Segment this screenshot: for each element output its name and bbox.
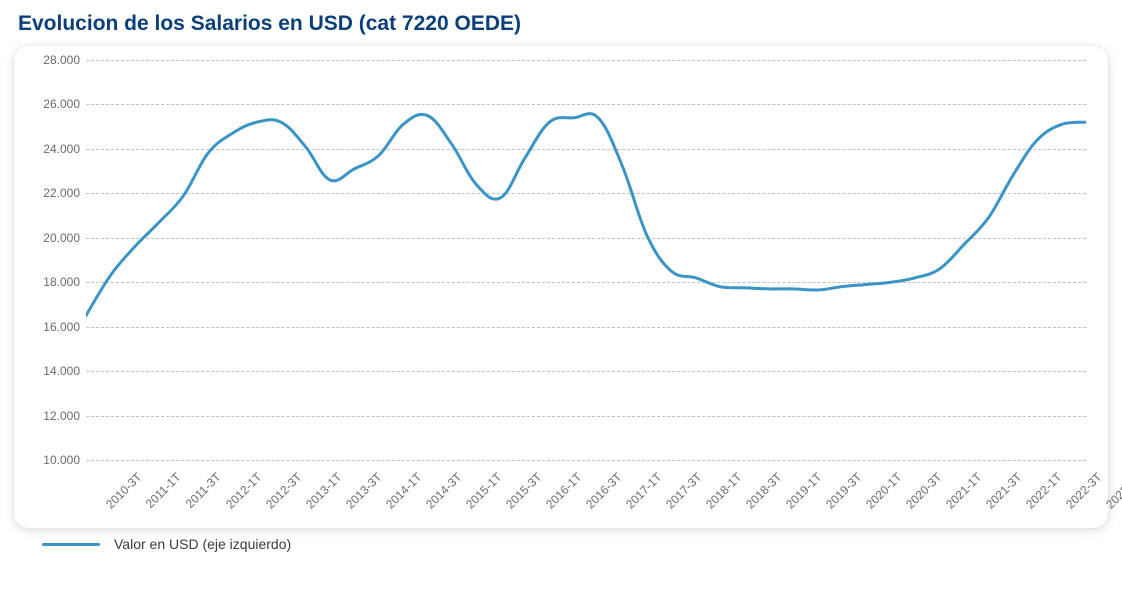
- chart-title: Evolucion de los Salarios en USD (cat 72…: [18, 12, 1108, 36]
- x-axis-label: 2017-1T: [623, 470, 665, 512]
- y-axis-label: 22.000: [30, 186, 80, 200]
- x-axis-label: 2017-3T: [663, 470, 705, 512]
- x-axis-label: 2012-3T: [263, 470, 305, 512]
- y-axis-label: 24.000: [30, 142, 80, 156]
- x-axis-label: 2014-1T: [383, 470, 425, 512]
- x-axis-label: 2022-3T: [1063, 470, 1105, 512]
- y-axis-label: 12.000: [30, 409, 80, 423]
- y-axis-label: 16.000: [30, 320, 80, 334]
- x-axis-label: 2015-3T: [503, 470, 545, 512]
- x-axis-label: 2016-1T: [543, 470, 585, 512]
- x-axis-label: 2011-3T: [183, 470, 224, 511]
- x-axis-label: 2022-1T: [1023, 470, 1065, 512]
- x-axis-label: 2021-1T: [943, 470, 985, 512]
- gridline: [86, 460, 1086, 461]
- x-axis-label: 2010-3T: [103, 470, 145, 512]
- y-axis-label: 14.000: [30, 364, 80, 378]
- x-axis-label: 2013-1T: [303, 470, 345, 512]
- x-axis-label: 2020-3T: [903, 470, 945, 512]
- x-axis-label: 2023-1T: [1103, 470, 1122, 512]
- y-axis-label: 18.000: [30, 275, 80, 289]
- x-axis-label: 2019-1T: [783, 470, 825, 512]
- y-axis-label: 20.000: [30, 231, 80, 245]
- y-axis-label: 28.000: [30, 53, 80, 67]
- legend-label: Valor en USD (eje izquierdo): [114, 536, 291, 552]
- x-axis-label: 2021-3T: [983, 470, 1025, 512]
- x-axis-label: 2013-3T: [343, 470, 385, 512]
- y-axis-label: 10.000: [30, 453, 80, 467]
- legend-swatch: [42, 543, 100, 546]
- x-axis-label: 2019-3T: [823, 470, 865, 512]
- x-axis-label: 2011-1T: [143, 470, 184, 511]
- x-axis-label: 2018-3T: [743, 470, 785, 512]
- chart-plot-area: 10.000 12.000 14.000 16.000 18.000 20.000 22.0…: [30, 60, 1092, 520]
- legend: Valor en USD (eje izquierdo): [14, 536, 1108, 552]
- x-axis-label: 2014-3T: [423, 470, 465, 512]
- x-axis-label: 2020-1T: [863, 470, 905, 512]
- chart-card: 10.000 12.000 14.000 16.000 18.000 20.000 22.0…: [14, 46, 1108, 528]
- x-axis-label: 2018-1T: [703, 470, 745, 512]
- y-axis-label: 26.000: [30, 97, 80, 111]
- x-axis-label: 2015-1T: [463, 470, 505, 512]
- x-axis-label: 2016-3T: [583, 470, 625, 512]
- line-series: [86, 60, 1086, 460]
- x-axis-label: 2012-1T: [223, 470, 265, 512]
